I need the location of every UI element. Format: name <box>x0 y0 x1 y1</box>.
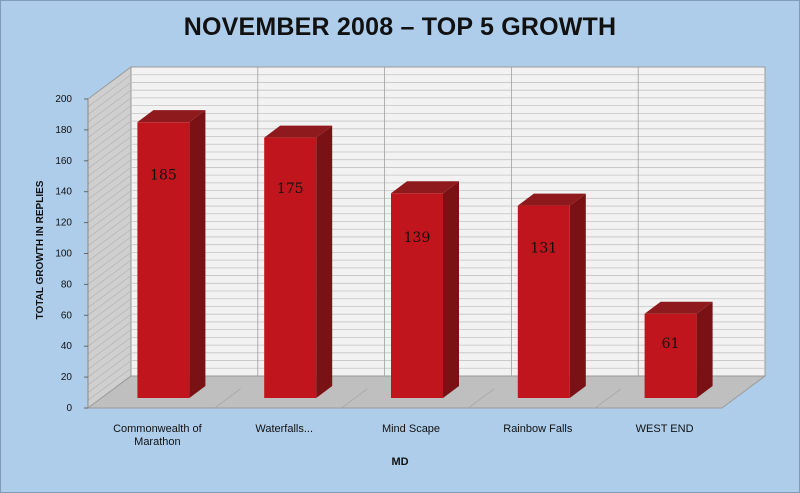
side-gridline <box>87 89 132 123</box>
bar-top <box>391 181 459 194</box>
bar-top <box>644 301 713 314</box>
x-tick-label: Waterfalls... <box>255 423 313 435</box>
side-gridline <box>87 329 132 362</box>
bar <box>517 193 586 398</box>
bar-front <box>264 137 317 398</box>
side-gridline <box>87 267 132 301</box>
bar-top <box>264 125 333 138</box>
side-gridline <box>87 259 132 293</box>
bar-front <box>137 122 190 399</box>
bar <box>137 110 206 399</box>
side-gridline <box>87 252 132 285</box>
data-label: 175 <box>277 181 304 197</box>
bar <box>644 301 713 398</box>
floor-divider <box>214 388 241 409</box>
side-gridline <box>87 82 132 115</box>
y-tick-label: 0 <box>66 403 72 414</box>
side-gridline <box>87 174 132 208</box>
side-gridline <box>87 290 132 324</box>
side-gridline <box>87 283 132 316</box>
side-gridline <box>87 205 132 239</box>
side-gridline <box>87 244 132 277</box>
side-gridline <box>87 190 132 223</box>
bar-side <box>443 181 459 398</box>
y-tick-label: 140 <box>55 187 72 198</box>
side-gridline <box>87 105 132 138</box>
y-tick-label: 120 <box>55 218 72 229</box>
bar-front <box>517 205 570 398</box>
side-gridline <box>87 74 132 107</box>
bar-side <box>696 301 713 398</box>
side-gridline <box>87 221 132 254</box>
floor-divider <box>721 388 748 409</box>
side-gridline <box>87 344 132 378</box>
side-gridline <box>87 144 132 177</box>
y-tick-label: 80 <box>61 279 73 290</box>
side-gridline <box>87 213 132 247</box>
bar <box>391 181 459 398</box>
side-gridline <box>87 198 132 231</box>
side-gridline <box>87 360 132 393</box>
y-tick-label: 40 <box>61 341 73 352</box>
data-label: 131 <box>530 241 557 257</box>
side-gridline <box>87 352 132 386</box>
side-gridline <box>87 182 132 216</box>
side-gridline <box>87 321 132 355</box>
bar-side <box>316 125 333 398</box>
side-gridline <box>87 337 132 370</box>
floor-divider <box>595 388 622 409</box>
y-tick-label: 200 <box>55 94 72 105</box>
data-label: 61 <box>662 336 680 352</box>
y-tick-label: 20 <box>61 372 73 383</box>
x-tick-label: Rainbow Falls <box>503 423 573 435</box>
side-gridline <box>87 113 132 146</box>
side-gridline <box>87 97 132 131</box>
side-gridline <box>87 306 132 339</box>
y-tick-label: 60 <box>61 310 73 321</box>
y-tick-label: 160 <box>55 156 72 167</box>
data-label: 185 <box>150 167 177 183</box>
bar-side <box>569 193 586 398</box>
side-gridline <box>87 159 132 192</box>
side-gridline <box>87 136 132 169</box>
side-gridline <box>87 151 132 185</box>
chart-title: NOVEMBER 2008 – TOP 5 GROWTH <box>183 13 617 41</box>
x-tick-label: Mind Scape <box>382 423 440 435</box>
floor-divider <box>87 388 114 409</box>
side-gridline <box>87 128 132 162</box>
x-tick-label: Commonwealth of Marathon <box>113 423 203 448</box>
side-gridline <box>87 228 132 262</box>
floor-divider <box>468 388 495 409</box>
side-gridline <box>87 236 132 270</box>
bar <box>264 125 333 398</box>
side-gridline <box>87 368 132 401</box>
x-axis-label: MD <box>391 456 409 468</box>
y-tick-label: 180 <box>55 125 72 136</box>
side-gridline <box>87 275 132 308</box>
side-gridline <box>87 313 132 347</box>
bar-top <box>137 110 206 123</box>
bar-side <box>189 110 206 399</box>
y-tick-label: 100 <box>55 249 72 260</box>
x-tick-label: WEST END <box>636 423 694 435</box>
bar-top <box>517 193 586 206</box>
side-gridline <box>87 167 132 200</box>
bar-front <box>644 313 697 398</box>
side-gridline <box>87 298 132 331</box>
bar-front <box>391 193 443 398</box>
side-gridline <box>87 120 132 154</box>
data-label: 139 <box>404 230 431 246</box>
floor-divider <box>341 388 368 409</box>
